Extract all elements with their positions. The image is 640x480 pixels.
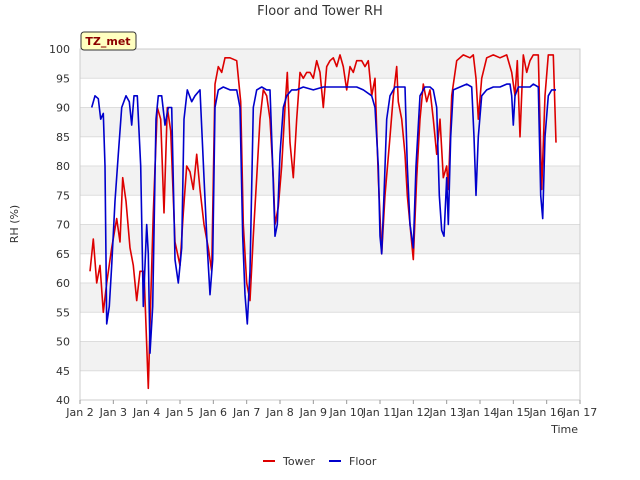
x-tick-label: Jan 8 bbox=[265, 406, 293, 419]
y-tick-label: 70 bbox=[56, 219, 70, 232]
x-tick-label: Jan 12 bbox=[395, 406, 430, 419]
series-lines bbox=[89, 54, 557, 390]
x-tick-label: Jan 17 bbox=[562, 406, 597, 419]
x-tick-label: Jan 10 bbox=[328, 406, 363, 419]
x-axis-ticks: Jan 2 Jan 3 Jan 4 Jan 5 Jan 6 Jan 7 Jan 8 Jan 9… bbox=[65, 400, 597, 419]
x-tick-label: Jan 7 bbox=[232, 406, 260, 419]
x-tick-label: Jan 11 bbox=[362, 406, 397, 419]
legend: Tower Floor bbox=[263, 455, 377, 468]
y-tick-label: 95 bbox=[56, 72, 70, 85]
x-tick-label: Jan 16 bbox=[528, 406, 563, 419]
y-tick-label: 55 bbox=[56, 306, 70, 319]
series-line-floor bbox=[90, 83, 556, 354]
y-tick-label: 90 bbox=[56, 102, 70, 115]
x-tick-label: Jan 4 bbox=[132, 406, 160, 419]
y-axis-ticks: 40 45 50 55 60 65 70 75 80 85 90 95 100 bbox=[49, 43, 70, 407]
y-tick-label: 50 bbox=[56, 336, 70, 349]
x-tick-label: Jan 6 bbox=[199, 406, 227, 419]
grid-band bbox=[80, 253, 580, 283]
chart-title: Floor and Tower RH bbox=[257, 4, 383, 19]
x-tick-label: Jan 9 bbox=[299, 406, 327, 419]
x-tick-label: Jan 14 bbox=[462, 406, 497, 419]
y-tick-label: 45 bbox=[56, 365, 70, 378]
grid-bands bbox=[80, 48, 580, 401]
x-tick-label: Jan 3 bbox=[99, 406, 127, 419]
grid-band bbox=[80, 341, 580, 371]
y-tick-label: 60 bbox=[56, 277, 70, 290]
y-tick-label: 40 bbox=[56, 394, 70, 407]
grid-band bbox=[80, 370, 580, 400]
y-tick-label: 65 bbox=[56, 248, 70, 261]
legend-label-tower: Tower bbox=[282, 455, 315, 468]
x-tick-label: Jan 2 bbox=[65, 406, 93, 419]
series-line-tower bbox=[89, 54, 557, 390]
y-tick-label: 75 bbox=[56, 189, 70, 202]
y-tick-label: 100 bbox=[49, 43, 70, 56]
tz-badge: TZ_met bbox=[80, 31, 137, 51]
badge-box bbox=[80, 31, 137, 51]
plot-frame bbox=[79, 48, 581, 401]
x-tick-label: Jan 5 bbox=[165, 406, 193, 419]
grid-band bbox=[80, 312, 580, 342]
y-tick-label: 80 bbox=[56, 160, 70, 173]
x-axis-label: Time bbox=[550, 423, 578, 436]
x-tick-label: Jan 13 bbox=[428, 406, 463, 419]
grid-band bbox=[80, 224, 580, 254]
grid-band bbox=[80, 78, 580, 108]
x-tick-label: Jan 15 bbox=[495, 406, 530, 419]
badge-label: TZ_met bbox=[85, 35, 130, 48]
y-tick-label: 85 bbox=[56, 131, 70, 144]
y-axis-label: RH (%) bbox=[8, 205, 21, 243]
grid-band bbox=[80, 136, 580, 166]
grid-band bbox=[80, 49, 580, 79]
grid-band bbox=[80, 283, 580, 313]
legend-label-floor: Floor bbox=[349, 455, 377, 468]
